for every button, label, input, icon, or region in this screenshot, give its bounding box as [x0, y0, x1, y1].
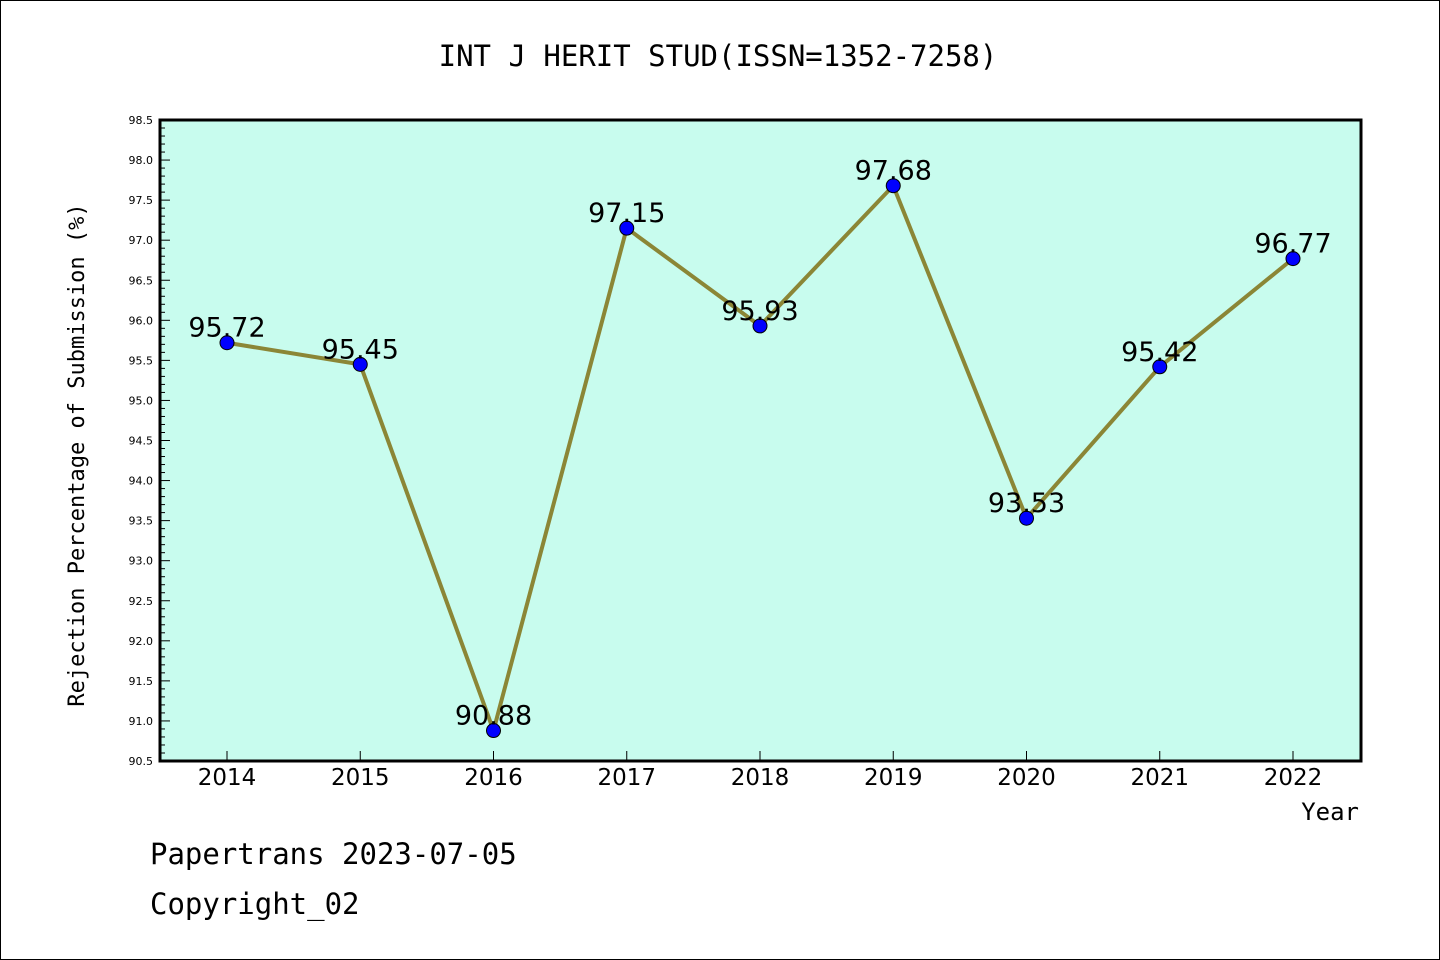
x-tick-label: 2022 — [1264, 765, 1323, 791]
data-point — [752, 318, 768, 334]
x-tick-label: 2015 — [331, 765, 390, 791]
y-tick-label: 97.0 — [129, 234, 154, 247]
x-tick-label: 2021 — [1130, 765, 1189, 791]
data-label: 95.72 — [188, 313, 265, 344]
x-axis: 2014 2015 2016 2017 2018 2019 2020 2021 2022 — [198, 751, 1323, 791]
x-tick-label: 2014 — [198, 765, 257, 791]
x-tick-label: 2016 — [464, 765, 523, 791]
data-label: 97.68 — [855, 156, 932, 187]
y-axis-title: Rejection Percentage of Submission (%) — [65, 203, 90, 706]
y-tick-label: 92.5 — [129, 595, 154, 608]
x-tick-label: 2020 — [997, 765, 1056, 791]
x-tick-label: 2018 — [731, 765, 790, 791]
data-point — [619, 220, 635, 236]
y-tick-label: 97.5 — [129, 194, 154, 207]
y-axis: 90.5 91.0 91.5 92.0 92.5 93.0 93.5 94.0 94.5 95.0… — [129, 114, 170, 768]
data-label: 96.77 — [1254, 229, 1331, 260]
footer-date: Papertrans 2023-07-05 — [150, 837, 517, 871]
data-point — [352, 356, 368, 372]
y-tick-label: 93.5 — [129, 515, 154, 528]
data-point — [486, 723, 501, 739]
data-labels: 95.72 95.45 90.88 97.15 95.93 97.68 93.53 95.42… — [188, 156, 1331, 732]
y-tick-label: 93.0 — [129, 555, 154, 568]
data-point — [1152, 359, 1168, 375]
y-tick-label: 94.0 — [129, 475, 154, 488]
data-point — [219, 335, 235, 351]
y-tick-label: 98.0 — [129, 154, 154, 167]
y-tick-label: 91.5 — [129, 675, 154, 688]
y-tick-label: 95.0 — [129, 394, 154, 407]
data-label: 97.15 — [588, 198, 665, 229]
y-tick-label: 91.0 — [129, 715, 154, 728]
x-tick-label: 2019 — [864, 765, 923, 791]
data-label: 95.93 — [721, 296, 798, 327]
data-point — [885, 178, 901, 194]
y-tick-label: 92.0 — [129, 635, 154, 648]
y-tick-label: 98.5 — [129, 114, 154, 127]
x-tick-label: 2017 — [597, 765, 656, 791]
y-tick-label: 94.5 — [129, 435, 154, 448]
plot-area — [158, 118, 1363, 763]
data-label: 95.45 — [322, 334, 399, 365]
series-rejection-percentage — [219, 178, 1301, 739]
data-point — [1019, 510, 1034, 526]
footer-copyright: Copyright_02 — [150, 887, 360, 922]
data-label: 90.88 — [455, 701, 532, 732]
y-tick-label: 96.0 — [129, 314, 154, 327]
chart-title: INT J HERIT STUD(ISSN=1352-7258) — [439, 39, 998, 73]
data-point — [1285, 251, 1301, 267]
x-axis-title: Year — [1301, 798, 1359, 826]
data-label: 95.42 — [1121, 337, 1198, 368]
y-tick-label: 95.5 — [129, 354, 154, 367]
y-tick-label: 96.5 — [129, 274, 154, 287]
data-label: 93.53 — [988, 488, 1065, 519]
y-tick-label: 90.5 — [129, 755, 154, 768]
